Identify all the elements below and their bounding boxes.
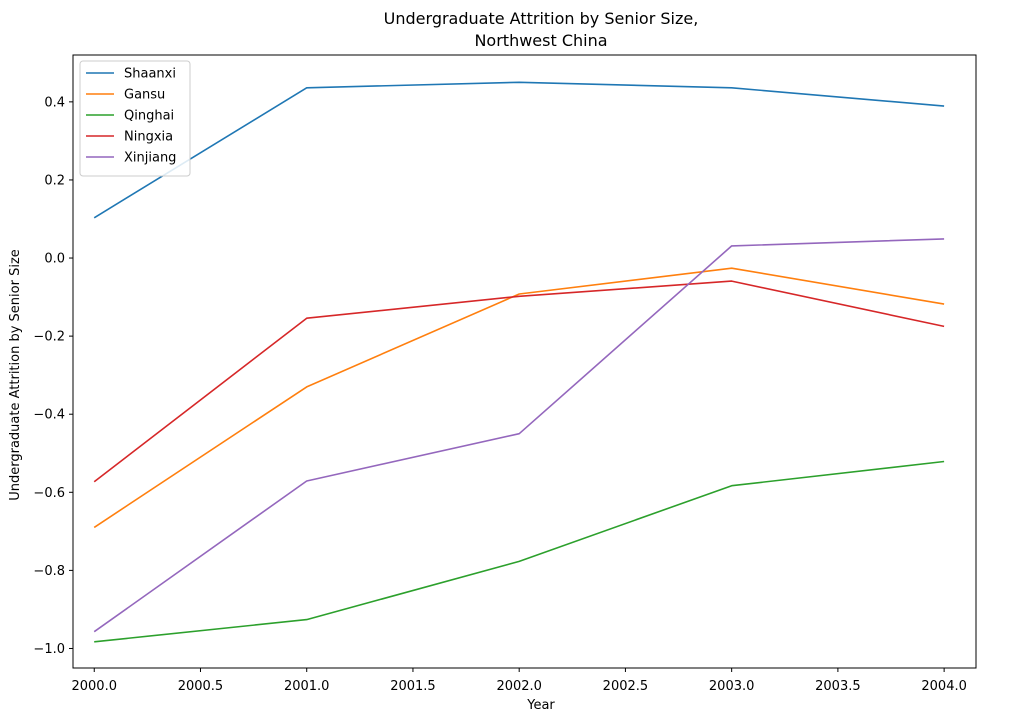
y-tick-label: 0.4	[44, 95, 65, 110]
legend-label-gansu: Gansu	[124, 88, 165, 103]
legend-label-ningxia: Ningxia	[124, 130, 173, 145]
y-tick-label: −0.6	[33, 486, 65, 501]
y-axis-label: Undergraduate Attrition by Senior Size	[8, 249, 23, 501]
y-axis: −1.0 −0.8 −0.6 −0.4 −0.2 0.0 0.2 0.4	[33, 95, 73, 657]
legend-label-shaanxi: Shaanxi	[124, 67, 176, 82]
series-line-gansu	[93, 267, 945, 529]
series-line-shaanxi	[93, 81, 945, 219]
series-line-ningxia	[93, 280, 945, 483]
x-axis-label: Year	[526, 698, 555, 713]
legend-label-qinghai: Qinghai	[124, 109, 174, 124]
y-tick-label: 0.2	[44, 173, 65, 188]
y-tick-label: −0.4	[33, 408, 65, 423]
legend: Shaanxi Gansu Qinghai Ningxia Xinjiang	[79, 60, 191, 177]
series-line-qinghai	[94, 460, 945, 643]
series-line-xinjiang	[93, 238, 945, 633]
x-tick-label: 2000.5	[178, 679, 224, 694]
x-tick-label: 2000.0	[71, 679, 117, 694]
y-tick-label: 0.0	[44, 252, 65, 267]
y-tick-label: −1.0	[33, 642, 65, 657]
plot-series	[93, 81, 945, 643]
legend-label-xinjiang: Xinjiang	[124, 151, 176, 166]
y-tick-label: −0.2	[33, 330, 65, 345]
x-tick-label: 2004.0	[921, 679, 967, 694]
x-tick-label: 2003.0	[709, 679, 755, 694]
chart-title-line-1: Undergraduate Attrition by Senior Size,	[384, 9, 699, 28]
x-tick-label: 2001.0	[284, 679, 330, 694]
x-tick-label: 2002.0	[496, 679, 542, 694]
legend-box	[79, 60, 191, 177]
y-tick-label: −0.8	[33, 564, 65, 579]
x-tick-label: 2003.5	[815, 679, 861, 694]
x-tick-label: 2001.5	[390, 679, 436, 694]
plot-area-frame	[72, 54, 977, 669]
x-tick-label: 2002.5	[603, 679, 649, 694]
x-axis: 2000.0 2000.5 2001.0 2001.5 2002.0 2002.5 2003…	[71, 668, 967, 694]
chart-title-line-2: Northwest China	[474, 31, 607, 50]
